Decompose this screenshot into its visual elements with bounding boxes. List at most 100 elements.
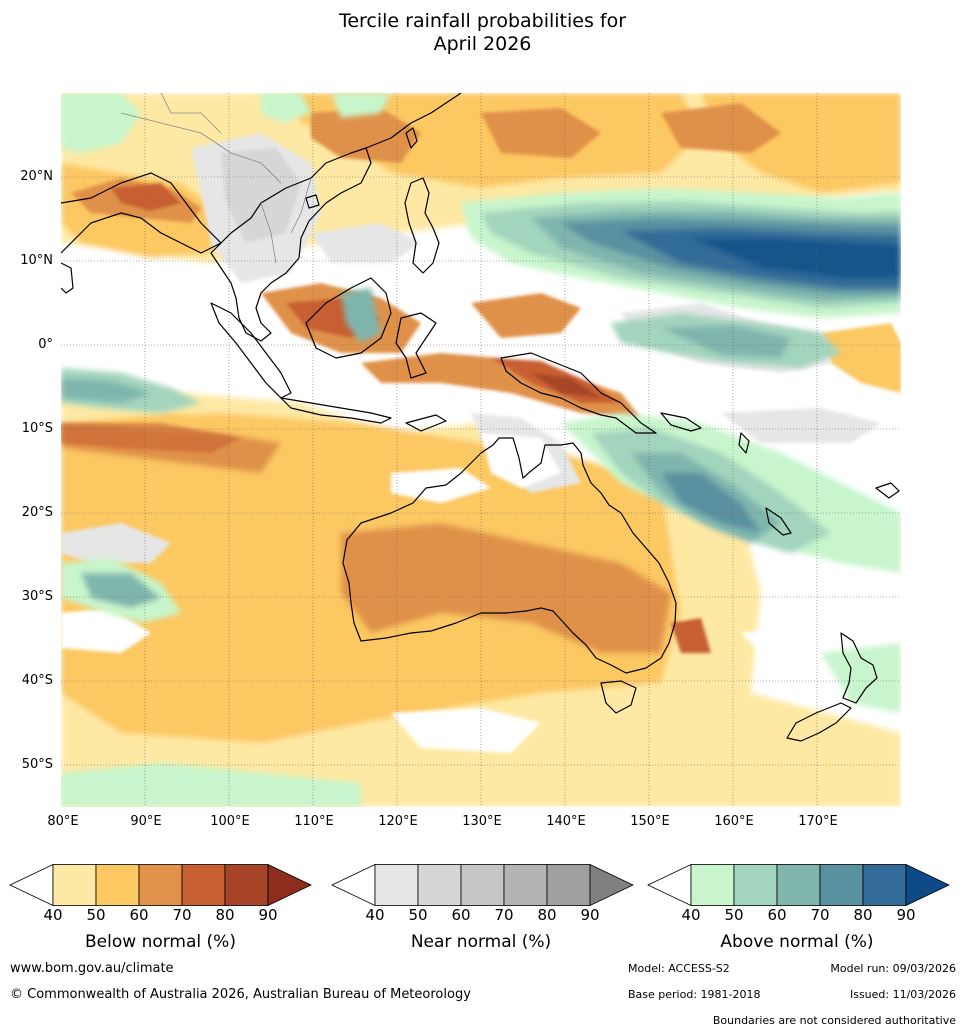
lon-label-160e: 160°E [714,814,754,829]
footer-model: Model: ACCESS-S2 [628,962,730,975]
footer-website: www.bom.gov.au/climate [10,961,174,976]
colorbar-near-tick: 90 [580,906,600,924]
colorbar-above-low-extend [647,863,692,907]
colorbar-above-tick: 40 [681,906,701,924]
lat-label-10s: 10°S [21,421,53,436]
footer-issued: Issued: 11/03/2026 [849,988,956,1001]
colorbar-above-segment [733,864,778,906]
colorbar-below-svg [9,863,312,907]
colorbar-below-high-extend [267,863,312,907]
new-caledonia-coastline [765,507,792,536]
colorbar-near-tick: 50 [408,906,428,924]
australia-coastline [342,437,677,674]
lat-label-20s: 20°S [21,505,53,520]
vanuatu-coastline [738,432,750,454]
colorbar-below-segment [95,864,140,906]
fiji-coastline [875,482,900,499]
national-borders [120,93,312,264]
lat-label-40s: 40°S [21,673,53,688]
colorbar-above-segment [690,864,735,906]
lon-label-140e: 140°E [546,814,586,829]
colorbar-below-tick: 80 [215,906,235,924]
colorbar-below-segment [138,864,183,906]
lon-label-110e: 110°E [294,814,334,829]
lat-label-30s: 30°S [21,589,53,604]
new-guinea-coastline [500,352,657,434]
china-coastline [365,93,462,149]
map-gridlines [61,93,901,807]
coastlines [61,93,900,742]
colorbar-title-below: Below normal (%) [85,932,236,952]
colorbar-near-svg [331,863,634,907]
colorbar-below-tick: 90 [258,906,278,924]
footer-base-period: Base period: 1981-2018 [628,988,761,1001]
colorbar-below-tick: 40 [43,906,63,924]
colorbar-near-tick: 70 [494,906,514,924]
colorbar-above-svg [647,863,950,907]
colorbar-near-segment [503,864,548,906]
timor-coastline [405,414,447,432]
colorbar-above-tick: 60 [767,906,787,924]
colorbar-near-segment [546,864,591,906]
lon-label-120e: 120°E [378,814,418,829]
colorbar-near-high-extend [589,863,634,907]
colorbar-above-tick: 80 [853,906,873,924]
colorbar-near-segment [417,864,462,906]
colorbar-below-tick: 60 [129,906,149,924]
lon-label-130e: 130°E [462,814,502,829]
chart-title: Tercile rainfall probabilities for April… [0,10,965,56]
footer-copyright: © Commonwealth of Australia 2026, Austra… [10,987,471,1002]
colorbar-below-segment [181,864,226,906]
hainan-coastline [305,194,320,209]
title-line-2: April 2026 [433,33,532,55]
colorbar-below-tick: 50 [86,906,106,924]
colorbar-above-segment [862,864,907,906]
above-normal-field [61,93,901,807]
lon-label-80e: 80°E [47,814,79,829]
colorbar-below-segment [52,864,97,906]
footer-model-run: Model run: 09/03/2026 [830,962,956,975]
colorbar-below-segment [224,864,269,906]
lon-label-90e: 90°E [130,814,162,829]
probability-map [61,93,901,807]
sulawesi-coastline [395,312,437,379]
new-zealand-south-coastline [786,702,852,742]
lon-label-150e: 150°E [630,814,670,829]
tasmania-coastline [600,680,637,714]
new-zealand-north-coastline [840,632,878,704]
colorbar-near-tick: 40 [365,906,385,924]
sri-lanka-coastline [61,262,74,294]
near-normal-patches [61,133,881,753]
colorbar-below-low-extend [9,863,54,907]
colorbar-near-normal [331,863,634,907]
colorbar-title-above: Above normal (%) [720,932,874,952]
colorbar-above-tick: 90 [896,906,916,924]
colorbar-below-normal [9,863,312,907]
colorbar-above-tick: 50 [724,906,744,924]
colorbar-above-segment [819,864,864,906]
title-line-1: Tercile rainfall probabilities for [338,10,627,32]
colorbar-below-tick: 70 [172,906,192,924]
lat-label-10n: 10°N [20,253,53,268]
lat-label-0: 0° [38,337,53,352]
colorbar-near-segment [460,864,505,906]
java-coastline [280,397,392,424]
lon-label-170e: 170°E [798,814,838,829]
colorbar-near-tick: 80 [537,906,557,924]
footer-disclaimer: Boundaries are not considered authoritat… [712,1014,956,1027]
sumatra-coastline [210,302,292,399]
colorbar-above-normal [647,863,950,907]
borneo-coastline [305,277,392,359]
lat-label-50s: 50°S [21,757,53,772]
colorbar-title-near: Near normal (%) [410,932,552,952]
philippines-coastline [404,177,440,274]
colorbar-above-segment [776,864,821,906]
colorbar-above-high-extend [905,863,950,907]
lat-label-20n: 20°N [20,169,53,184]
solomon-islands-coastline [660,412,702,432]
colorbar-near-segment [374,864,419,906]
lon-label-100e: 100°E [210,814,250,829]
taiwan-coastline [405,127,418,149]
colorbar-near-tick: 60 [451,906,471,924]
colorbar-above-tick: 70 [810,906,830,924]
